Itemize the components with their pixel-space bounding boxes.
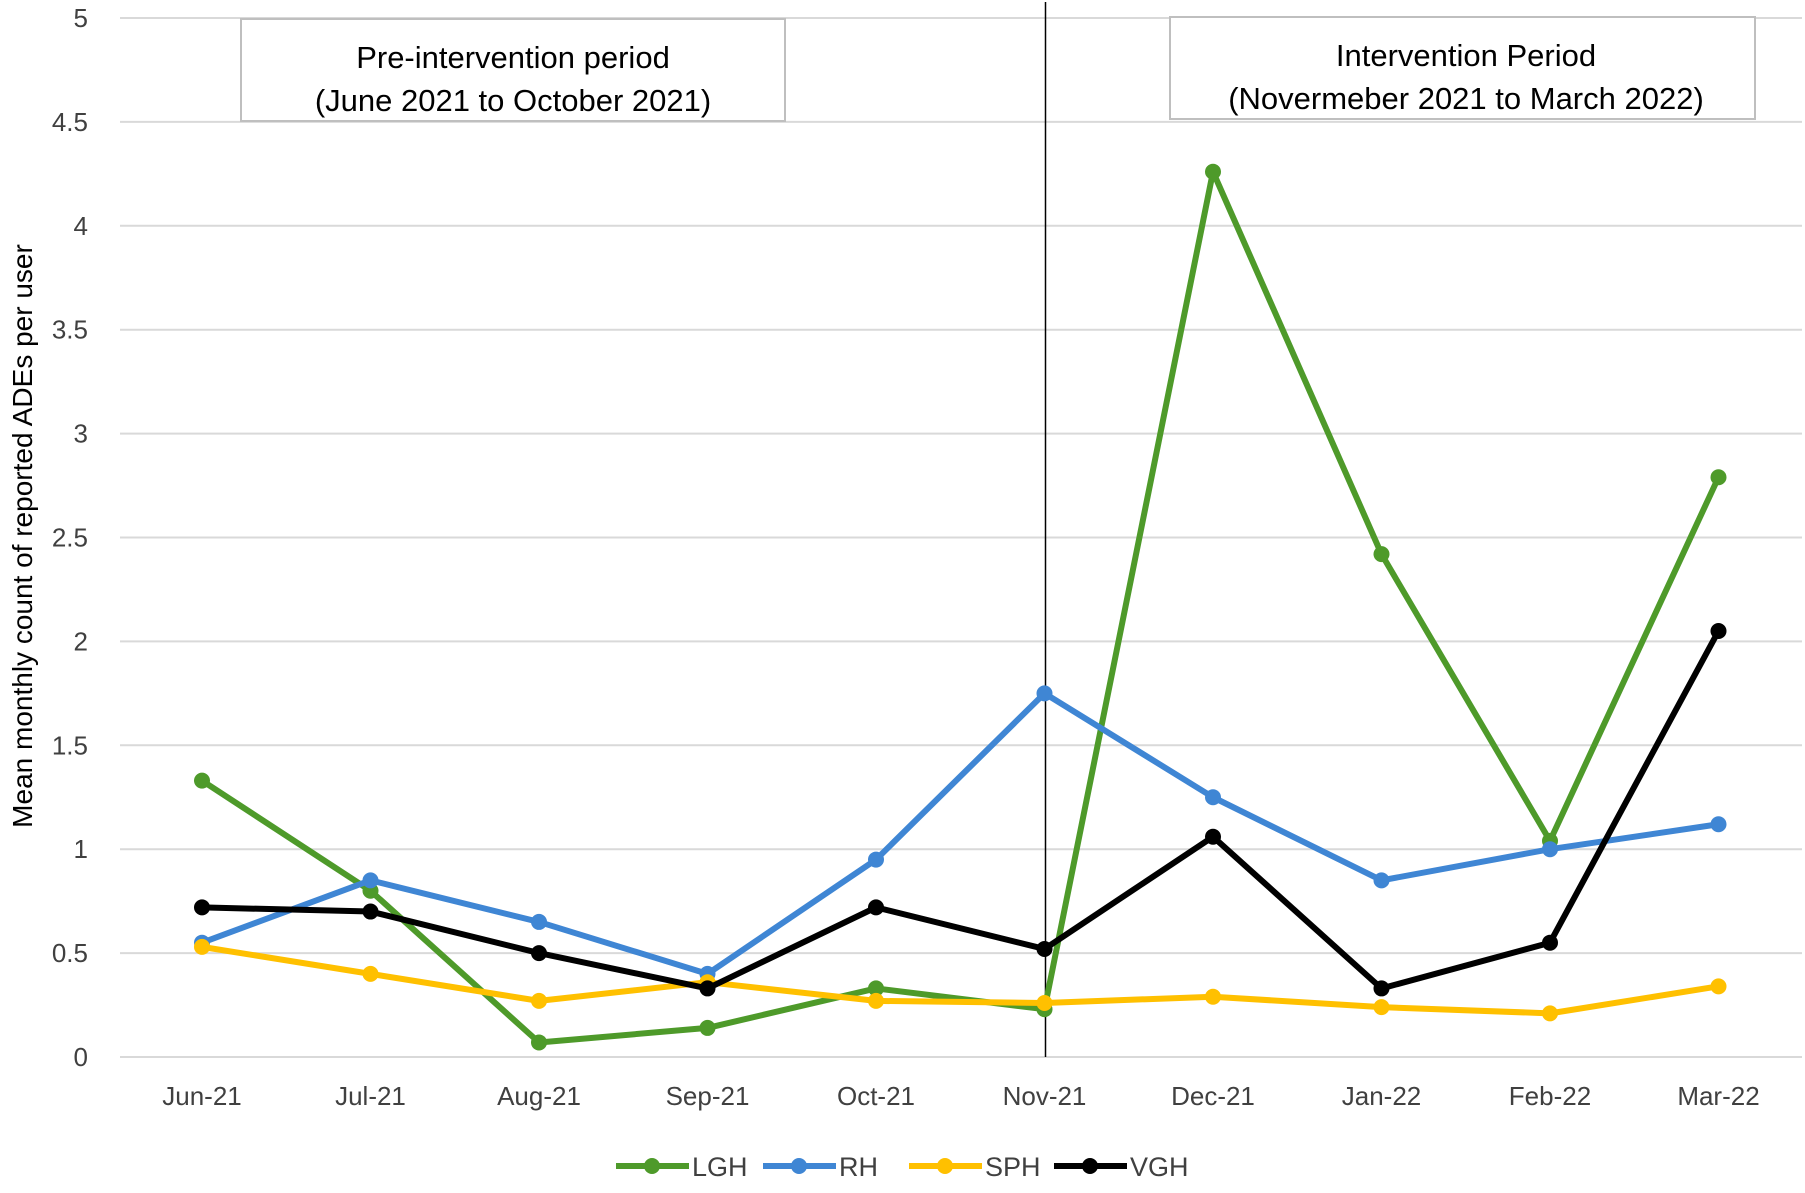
x-tick-label: Aug-21: [497, 1081, 581, 1111]
series-sph: [194, 938, 1727, 1022]
annotation-intervention-dates: (Novermeber 2021 to March 2022): [1228, 81, 1704, 116]
series-line-vgh: [199, 628, 1722, 992]
data-series: [194, 163, 1727, 1051]
y-tick-label: 5: [74, 3, 88, 33]
y-tick-label: 0: [74, 1042, 88, 1072]
legend: LGH RH SPH VGH: [616, 1152, 1189, 1182]
data-point-rh: [1542, 841, 1558, 858]
series-line-lgh: [199, 168, 1722, 1046]
annotation-pre-dates: (June 2021 to October 2021): [315, 83, 711, 118]
y-axis-ticks: 0 0.5 1 1.5 2 2.5 3 3.5 4 4.5 5: [52, 3, 88, 1072]
x-tick-label: Jul-21: [335, 1081, 406, 1111]
data-point-sph: [1373, 999, 1390, 1016]
legend-swatch-marker: [791, 1158, 807, 1174]
series-line-rh: [199, 690, 1722, 977]
legend-item-vgh: VGH: [1054, 1152, 1189, 1182]
legend-label: SPH: [985, 1152, 1041, 1182]
y-tick-label: 3.5: [52, 315, 88, 345]
data-point-rh: [868, 851, 884, 868]
data-point-vgh: [868, 899, 884, 916]
data-point-sph: [1710, 978, 1727, 995]
y-tick-label: 1.5: [52, 730, 88, 760]
legend-label: RH: [839, 1152, 878, 1182]
y-tick-label: 2.5: [52, 523, 88, 553]
y-tick-label: 3: [74, 419, 88, 449]
series-line-sph: [199, 943, 1722, 1017]
data-point-lgh: [1205, 163, 1221, 180]
data-point-rh: [531, 913, 547, 930]
data-point-lgh: [531, 1034, 547, 1051]
data-point-rh: [1205, 789, 1221, 806]
y-tick-label: 1: [74, 834, 88, 864]
x-tick-label: Mar-22: [1677, 1081, 1759, 1111]
legend-item-sph: SPH: [909, 1152, 1041, 1182]
annotation-pre-title: Pre-intervention period: [356, 40, 670, 75]
data-point-sph: [1205, 988, 1221, 1005]
data-point-vgh: [1205, 828, 1221, 845]
annotation-box-intervention: [1169, 16, 1756, 120]
data-point-sph: [868, 992, 884, 1009]
data-point-lgh: [1710, 469, 1727, 486]
data-point-vgh: [194, 899, 210, 916]
y-tick-label: 0.5: [52, 938, 88, 968]
legend-item-rh: RH: [763, 1152, 878, 1182]
data-point-sph: [194, 938, 210, 955]
annotation-intervention-title: Intervention Period: [1336, 38, 1596, 73]
legend-label: LGH: [692, 1152, 748, 1182]
x-tick-label: Dec-21: [1171, 1081, 1255, 1111]
data-point-rh: [1373, 872, 1390, 889]
data-point-lgh: [868, 980, 884, 997]
x-tick-label: Feb-22: [1509, 1081, 1591, 1111]
y-tick-label: 4.5: [52, 107, 88, 137]
series-vgh: [194, 623, 1727, 997]
y-tick-label: 4: [74, 211, 88, 241]
x-tick-label: Sep-21: [666, 1081, 750, 1111]
legend-swatch-marker: [644, 1158, 660, 1174]
annotation-intervention: Intervention Period (Novermeber 2021 to …: [1169, 16, 1756, 120]
x-tick-label: Jun-21: [162, 1081, 242, 1111]
data-point-vgh: [1542, 934, 1558, 951]
data-point-vgh: [1373, 980, 1390, 997]
grid-lines: [120, 17, 1802, 1058]
data-point-rh: [1036, 685, 1053, 702]
y-axis-label: Mean monthly count of reported ADEs per …: [7, 244, 38, 828]
legend-swatch-marker: [937, 1158, 953, 1174]
annotation-box-pre: [240, 18, 786, 122]
y-tick-label: 2: [74, 626, 88, 656]
data-point-vgh: [362, 903, 379, 920]
legend-label: VGH: [1130, 1152, 1189, 1182]
annotation-pre-intervention: Pre-intervention period (June 2021 to Oc…: [240, 18, 786, 122]
x-tick-label: Nov-21: [1003, 1081, 1087, 1111]
data-point-sph: [362, 965, 379, 982]
legend-item-lgh: LGH: [616, 1152, 748, 1182]
data-point-lgh: [194, 772, 210, 789]
series-lgh: [194, 163, 1727, 1051]
data-point-rh: [362, 872, 379, 889]
data-point-vgh: [1710, 623, 1727, 640]
data-point-vgh: [531, 945, 547, 962]
x-axis-ticks: Jun-21 Jul-21 Aug-21 Sep-21 Oct-21 Nov-21 Dec-…: [162, 1081, 1759, 1111]
data-point-sph: [531, 992, 547, 1009]
data-point-lgh: [1373, 546, 1390, 563]
x-tick-label: Jan-22: [1342, 1081, 1422, 1111]
data-point-sph: [1542, 1005, 1558, 1022]
data-point-vgh: [1036, 940, 1053, 957]
legend-swatch-marker: [1082, 1158, 1098, 1174]
data-point-vgh: [699, 980, 716, 997]
series-rh: [194, 685, 1727, 982]
x-tick-label: Oct-21: [837, 1081, 915, 1111]
data-point-rh: [1710, 816, 1727, 833]
data-point-sph: [1036, 994, 1053, 1011]
data-point-lgh: [699, 1019, 716, 1036]
